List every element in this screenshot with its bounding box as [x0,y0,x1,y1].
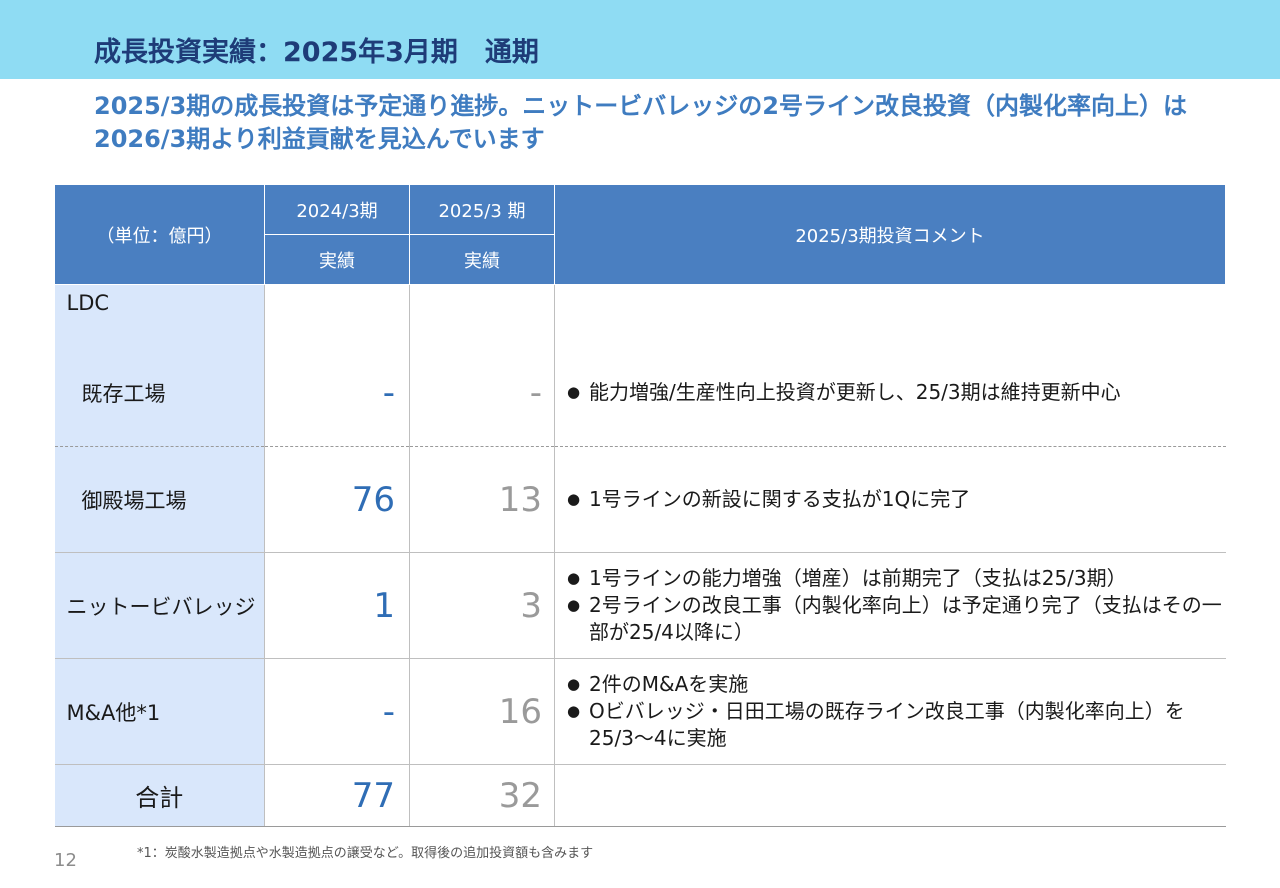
row-label: 既存工場 [54,339,265,447]
page-subtitle: 2025/3期の成長投資は予定通り進捗。ニットービバレッジの2号ライン改良投資（… [94,92,1187,153]
row-label: 御殿場工場 [54,446,265,553]
investment-table: （単位：億円） 2024/3期 2025/3 期 2025/3期投資コメント 実… [54,184,1226,827]
comment-cell: ● 2件のM&Aを実施 ● Oビバレッジ・日田工場の既存ライン改良工事（内製化率… [554,658,1226,765]
bullet-icon: ● [567,490,581,508]
total-comment [554,764,1226,827]
row-label: ニットービバレッジ [54,552,265,659]
row-label: M&A他*1 [54,658,265,765]
unit-header: （単位：億円） [54,184,265,285]
value-2024: 1 [264,552,410,659]
total-label: 合計 [54,764,265,827]
comment-item: ● 2件のM&Aを実施 [567,672,749,696]
bullet-icon: ● [567,569,581,587]
total-2025: 32 [409,764,555,827]
value-2025: 16 [409,658,555,765]
total-2024: 77 [264,764,410,827]
footnote: *1：炭酸水製造拠点や水製造拠点の譲受など。取得後の追加投資額も含みます [137,846,594,861]
ldc-label: LDC [66,291,110,315]
value-2024: - [264,658,410,765]
bullet-icon: ● [567,675,581,693]
value-2025: - [409,339,555,447]
comment-cell: ● 1号ラインの新設に関する支払が1Qに完了 [554,446,1226,553]
bullet-icon: ● [567,383,581,402]
subheader-actual-2024: 実績 [264,234,410,285]
value-2024: 76 [264,446,410,553]
comment-item: ● 1号ラインの能力増強（増産）は前期完了（支払は25/3期） [567,566,1127,590]
col-header-2025: 2025/3 期 [409,184,555,235]
value-2024: - [264,339,410,447]
comment-item: ● 2号ラインの改良工事（内製化率向上）は予定通り完了（支払はその一部が25/4… [567,593,1222,644]
comment-cell: ● 能力増強/生産性向上投資が更新し、25/3期は維持更新中心 [554,339,1226,447]
bullet-icon: ● [567,596,581,614]
comment-item: ● Oビバレッジ・日田工場の既存ライン改良工事（内製化率向上）を25/3～4に実… [567,699,1185,750]
value-2025: 13 [409,446,555,553]
comment-cell: ● 1号ラインの能力増強（増産）は前期完了（支払は25/3期） ● 2号ラインの… [554,552,1226,659]
title-bar: 成長投資実績：2025年3月期 通期 [0,0,1280,79]
col-header-comment: 2025/3期投資コメント [554,184,1226,285]
value-2025: 3 [409,552,555,659]
comment-item: ● 1号ラインの新設に関する支払が1Qに完了 [567,487,971,511]
subheader-actual-2025: 実績 [409,234,555,285]
page-number: 12 [54,850,77,871]
page-title: 成長投資実績：2025年3月期 通期 [94,37,539,68]
col-header-2024: 2024/3期 [264,184,410,235]
ldc-group-label: LDC [54,284,265,340]
comment-item: ● 能力増強/生産性向上投資が更新し、25/3期は維持更新中心 [567,380,1121,405]
bullet-icon: ● [567,702,581,720]
